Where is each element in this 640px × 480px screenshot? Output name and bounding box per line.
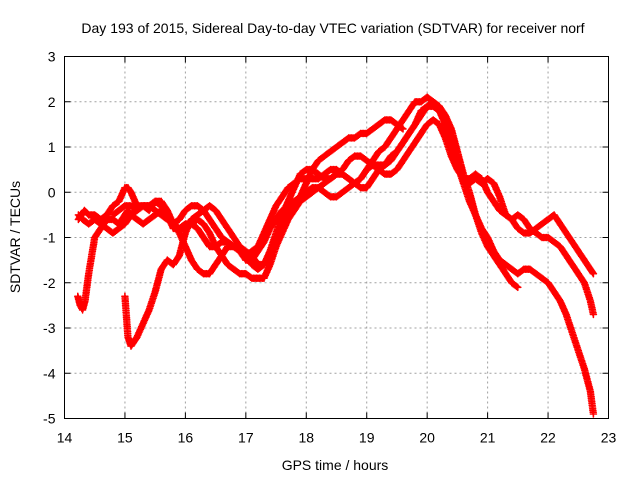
x-tick-label: 21: [480, 430, 496, 446]
series-4-markers: [121, 116, 407, 350]
chart-title: Day 193 of 2015, Sidereal Day-to-day VTE…: [81, 20, 584, 36]
y-tick-label: -2: [43, 275, 56, 291]
x-tick-label: 14: [57, 430, 73, 446]
series-5-markers: [109, 93, 522, 292]
y-tick-label: -4: [43, 365, 56, 381]
y-tick-label: 2: [48, 94, 56, 110]
x-tick-label: 15: [117, 430, 133, 446]
x-tick-label: 20: [419, 430, 435, 446]
x-axis-label: GPS time / hours: [282, 457, 389, 473]
x-tick-label: 22: [540, 430, 556, 446]
y-tick-label: 3: [48, 49, 56, 65]
series-group: [74, 93, 598, 418]
y-tick-label: -1: [43, 230, 56, 246]
x-tick-label: 17: [238, 430, 254, 446]
x-tick-label: 19: [359, 430, 375, 446]
y-tick-label: -3: [43, 320, 56, 336]
y-tick-label: -5: [43, 411, 56, 427]
grid: [64, 56, 609, 419]
y-axis-label: SDTVAR / TECUs: [7, 181, 23, 293]
x-tick-label: 23: [601, 430, 617, 446]
x-tick-label: 18: [298, 430, 314, 446]
x-tick-label: 16: [178, 430, 194, 446]
y-tick-label: 1: [48, 139, 56, 155]
y-tick-label: 0: [48, 184, 56, 200]
